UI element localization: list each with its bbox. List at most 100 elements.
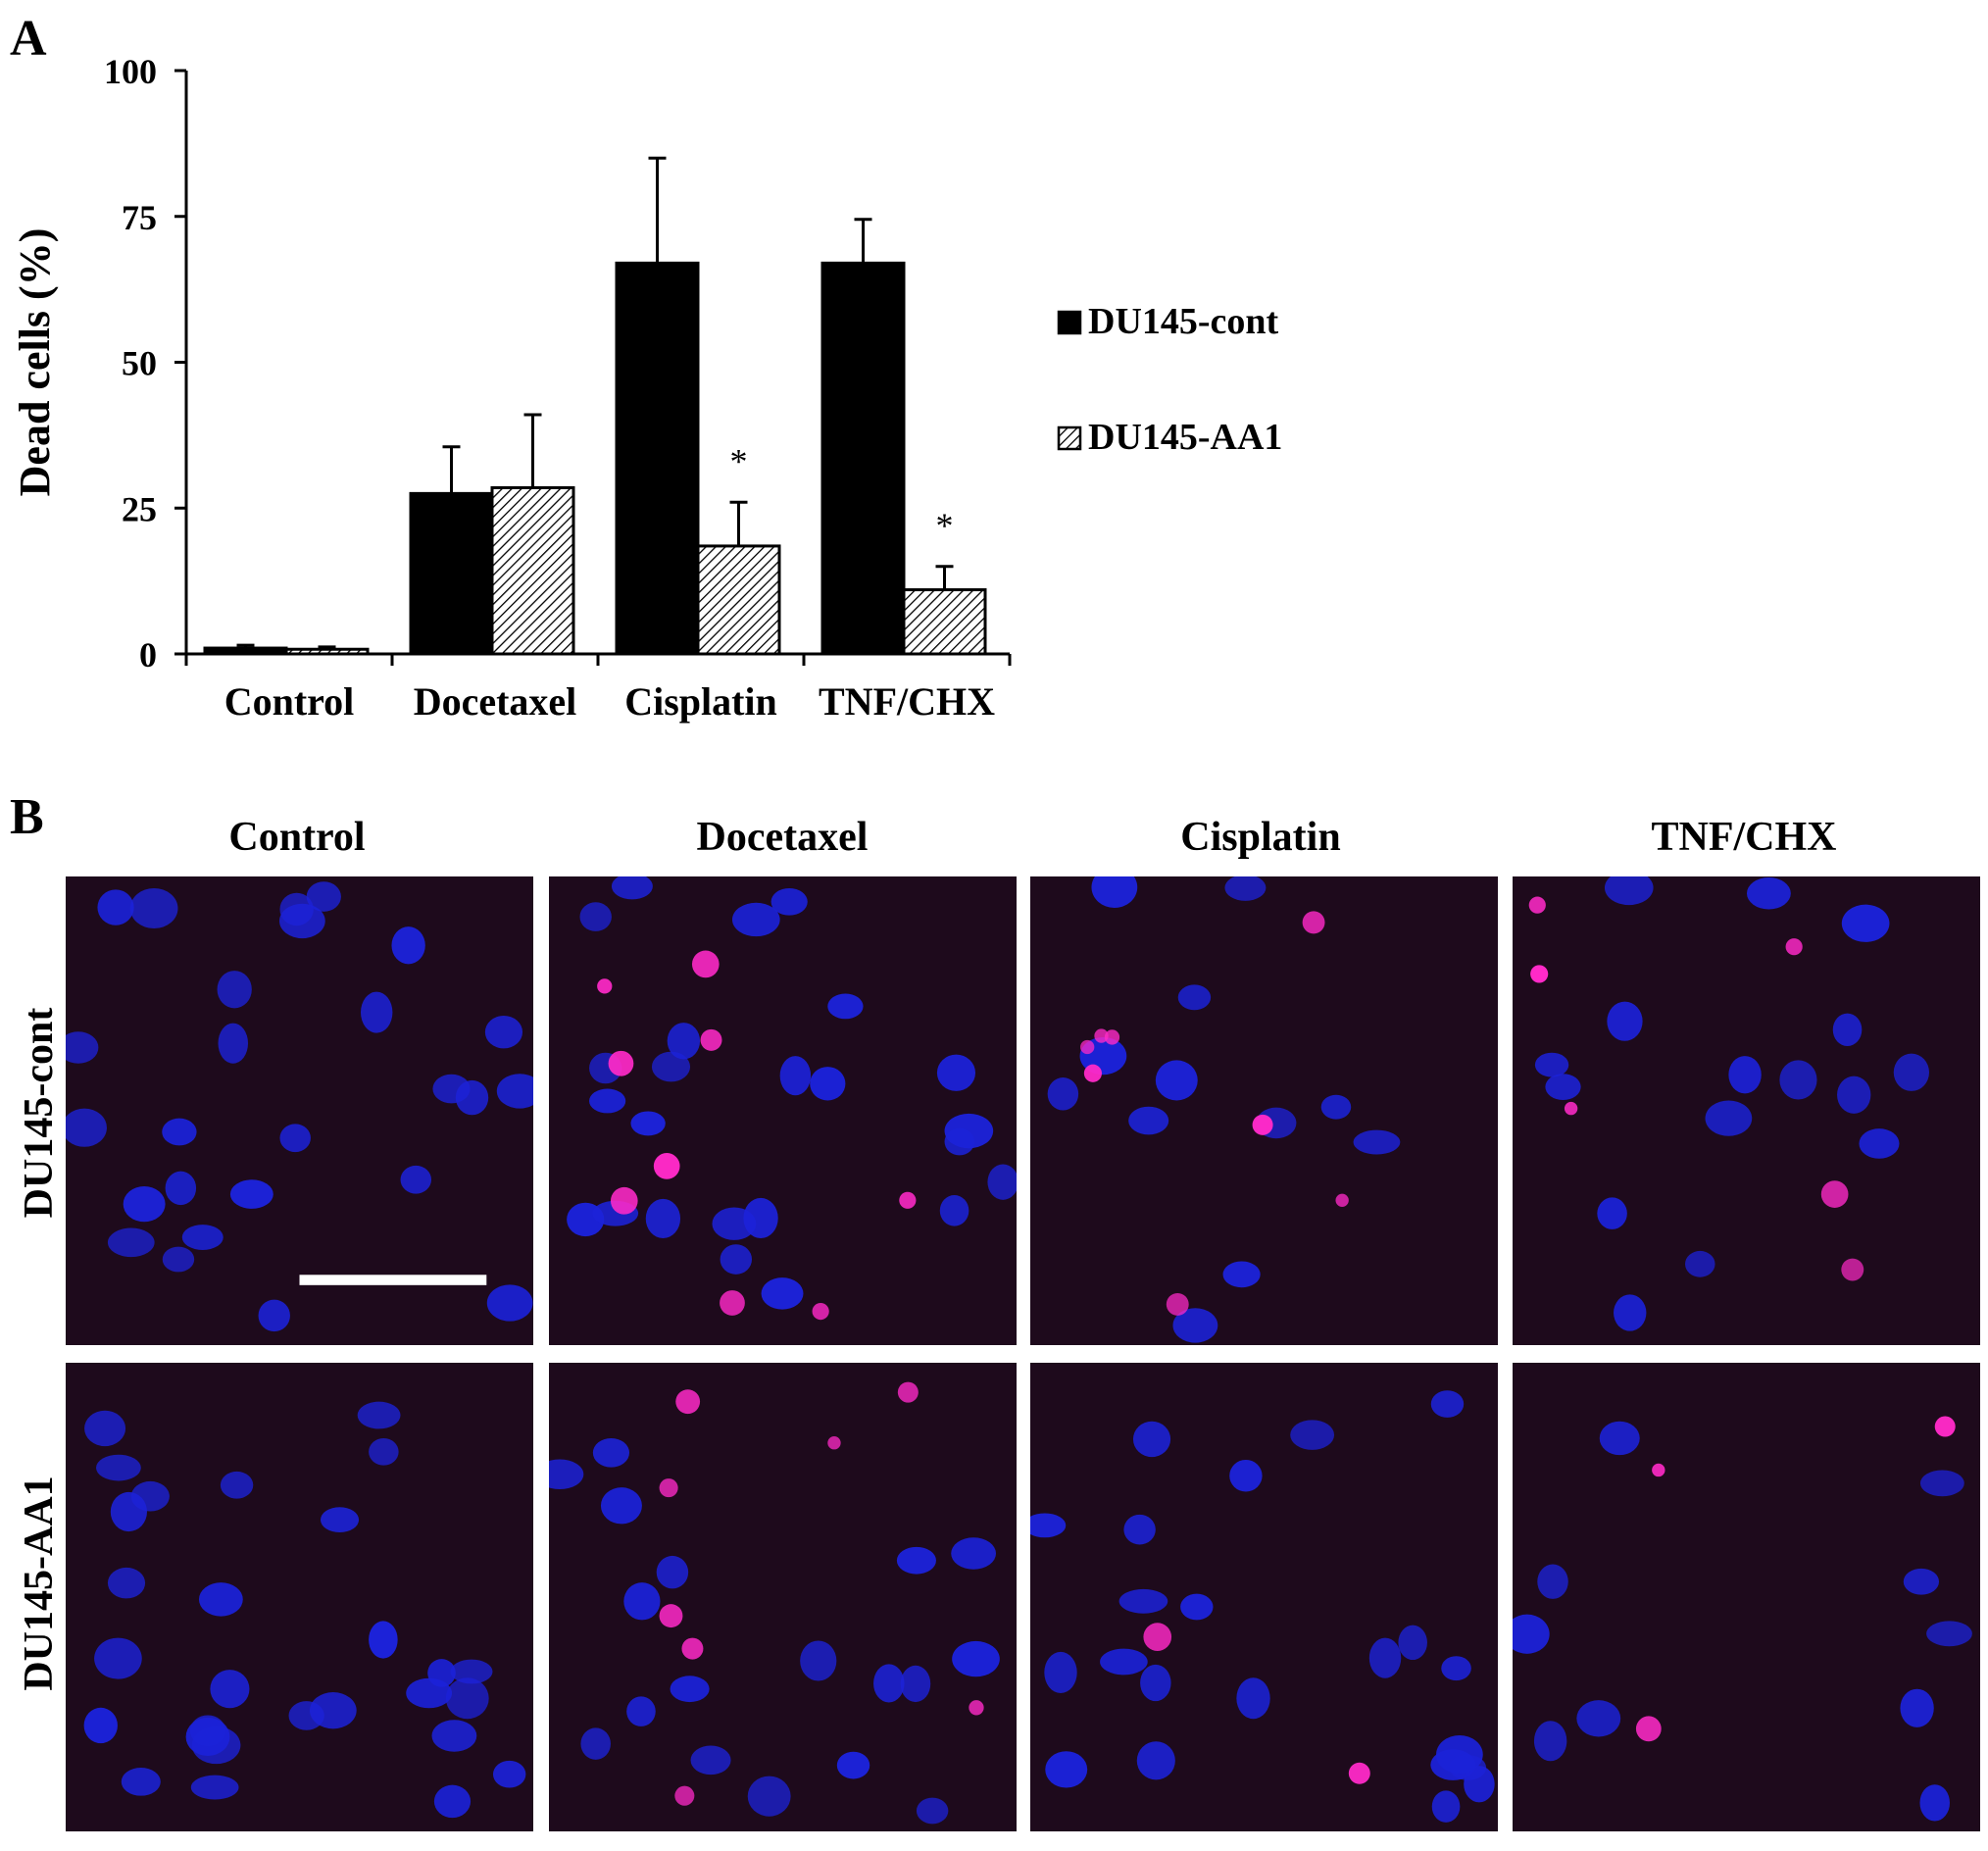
nucleus-blob — [1155, 1060, 1198, 1101]
dead-cell-blob — [1820, 1180, 1849, 1208]
nucleus-blob — [450, 1659, 493, 1684]
nucleus-blob — [600, 1487, 642, 1525]
nucleus-blob — [549, 1459, 584, 1490]
dead-cell-blob — [610, 1186, 638, 1215]
legend-label: DU145-cont — [1088, 301, 1279, 342]
nucleus-blob — [1353, 1129, 1401, 1155]
dead-cell-blob — [1335, 1193, 1349, 1207]
nucleus-blob — [96, 1454, 141, 1481]
dead-cell-blob — [659, 1604, 683, 1628]
dead-cell-blob — [897, 1381, 919, 1403]
nucleus-blob — [229, 1179, 273, 1209]
nucleus-blob — [94, 1637, 142, 1679]
legend-label: DU145-AA1 — [1088, 417, 1282, 458]
nucleus-blob — [1100, 1648, 1148, 1676]
nucleus-blob — [916, 1797, 949, 1825]
nucleus-blob — [1030, 1513, 1067, 1538]
dead-cell-blob — [1083, 1064, 1102, 1082]
micrograph-background — [549, 1363, 1017, 1831]
legend-swatch — [1057, 310, 1082, 335]
column-title-control: Control — [228, 815, 366, 860]
nucleus-blob — [218, 1023, 249, 1064]
nucleus-blob — [589, 1088, 626, 1114]
nucleus-blob — [1177, 984, 1212, 1011]
dead-cell-blob — [1934, 1416, 1956, 1437]
nucleus-blob — [1599, 1421, 1640, 1456]
nucleus-blob — [486, 1284, 533, 1322]
nucleus-blob — [626, 1696, 656, 1726]
dead-cell-blob — [1530, 965, 1549, 983]
nucleus-blob — [1236, 1677, 1270, 1720]
nucleus-blob — [496, 1074, 533, 1109]
dead-cell-blob — [675, 1389, 701, 1415]
dead-cell-blob — [812, 1302, 829, 1321]
micrograph-image — [549, 876, 1017, 1345]
nucleus-blob — [185, 1717, 230, 1757]
nucleus-blob — [1614, 1294, 1647, 1331]
nucleus-blob — [1685, 1250, 1715, 1277]
y-tick-label: 50 — [122, 344, 157, 383]
bar-du145-aa1-cisplatin — [696, 544, 781, 656]
nucleus-blob — [181, 1225, 224, 1250]
micrograph-background — [1030, 1363, 1498, 1831]
nucleus-blob — [190, 1775, 239, 1800]
nucleus-blob — [1172, 1308, 1218, 1343]
micrograph-du145-cont-control — [66, 876, 533, 1345]
nucleus-blob — [1441, 1656, 1471, 1681]
nucleus-blob — [712, 1207, 757, 1240]
nucleus-blob — [656, 1555, 689, 1589]
y-axis-label: Dead cells (%) — [11, 228, 59, 497]
dead-cell-blob — [691, 950, 720, 978]
nucleus-blob — [580, 1727, 611, 1760]
nucleus-blob — [779, 1056, 812, 1096]
nucleus-blob — [66, 1031, 99, 1064]
nucleus-blob — [258, 1299, 290, 1332]
nucleus-blob — [129, 887, 178, 929]
nucleus-blob — [1047, 1077, 1079, 1111]
micrograph-du145-aa1-cisplatin — [1030, 1363, 1498, 1831]
nucleus-blob — [220, 1471, 254, 1499]
column-title-tnf-chx: TNF/CHX — [1651, 815, 1837, 860]
nucleus-blob — [121, 1767, 161, 1796]
nucleus-blob — [84, 1410, 126, 1447]
nucleus-blob — [484, 1015, 523, 1049]
nucleus-blob — [1746, 876, 1791, 910]
nucleus-blob — [951, 1537, 997, 1570]
nucleus-blob — [492, 1760, 526, 1788]
nucleus-blob — [1728, 1056, 1762, 1094]
nucleus-blob — [1132, 1421, 1171, 1458]
column-title-docetaxel: Docetaxel — [696, 815, 869, 860]
row-label-du145-cont: DU145-cont — [17, 1007, 62, 1219]
nucleus-blob — [731, 902, 780, 937]
nucleus-blob — [761, 1277, 804, 1310]
nucleus-blob — [1431, 1790, 1461, 1823]
micrograph-background — [66, 1363, 533, 1831]
nucleus-blob — [1604, 876, 1654, 906]
row-label-du145-aa1: DU145-AA1 — [17, 1476, 62, 1691]
bar-du145-aa1-control — [284, 647, 370, 656]
micrograph-image — [1030, 876, 1498, 1345]
nucleus-blob — [579, 902, 612, 931]
nucleus-blob — [1044, 1651, 1077, 1693]
bar-chart: 0 25 50 75 100 Dead cells (%) Control Docetaxel… — [11, 52, 1282, 724]
nucleus-blob — [873, 1664, 905, 1703]
nucleus-blob — [165, 1171, 197, 1206]
nucleus-blob — [1919, 1784, 1950, 1822]
significance-asterisk: * — [730, 441, 748, 480]
dead-cell-blob — [1080, 1039, 1095, 1055]
nucleus-blob — [720, 1244, 753, 1275]
nucleus-blob — [611, 876, 653, 900]
nucleus-blob — [110, 1491, 147, 1532]
nucleus-blob — [357, 1401, 401, 1429]
y-tick-label: 100 — [104, 52, 157, 91]
nucleus-blob — [770, 887, 808, 916]
nucleus-blob — [1123, 1514, 1156, 1545]
nucleus-blob — [836, 1751, 870, 1779]
nucleus-blob — [827, 993, 864, 1020]
nucleus-blob — [1903, 1568, 1940, 1595]
y-tick-label: 25 — [122, 489, 157, 528]
x-tick-label: Cisplatin — [624, 679, 777, 724]
dead-cell-blob — [1528, 896, 1546, 914]
nucleus-blob — [1607, 1001, 1643, 1041]
nucleus-blob — [1140, 1664, 1171, 1702]
